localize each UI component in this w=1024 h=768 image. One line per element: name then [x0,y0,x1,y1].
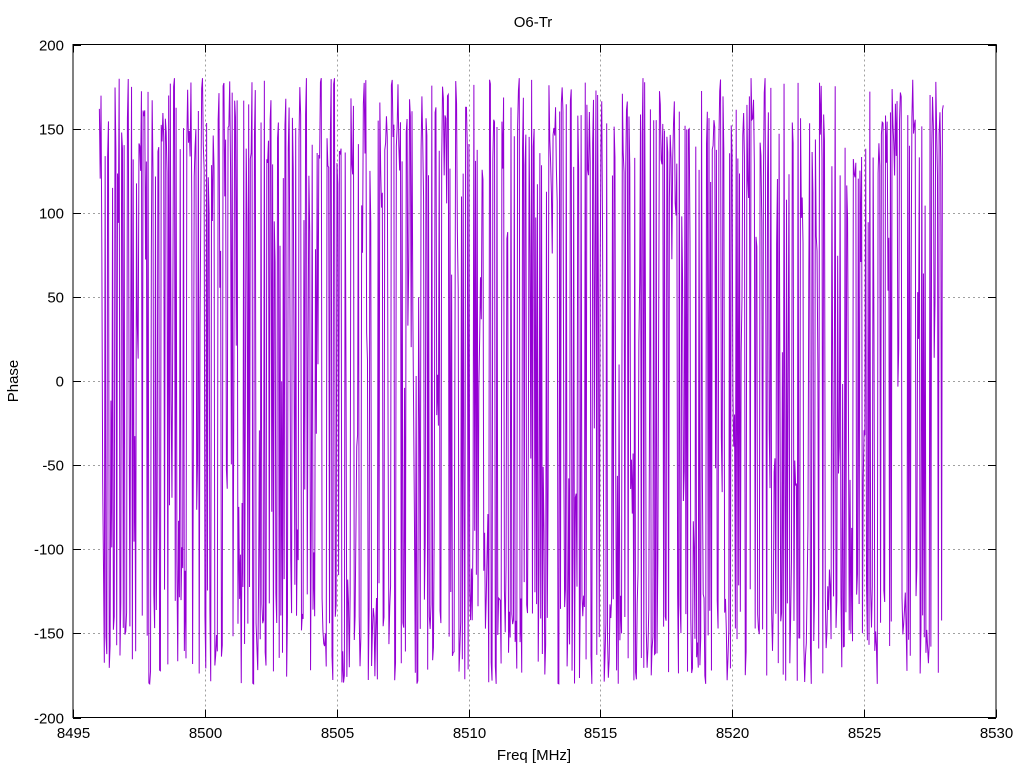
y-tick-label: 0 [56,374,64,391]
y-tick-label: 200 [39,38,64,55]
phase-line [98,78,944,685]
x-tick-label: 8510 [453,725,486,742]
x-tick-label: 8495 [57,725,90,742]
chart-title: O6-Tr [514,14,553,31]
y-tick-label: 100 [39,206,64,223]
x-tick-label: 8505 [321,725,354,742]
x-tick-label: 8520 [716,725,749,742]
y-tick-label: 50 [47,290,64,307]
x-tick-label: 8530 [980,725,1013,742]
y-tick-labels: -200 -150 -100 -50 0 50 100 150 200 [34,38,64,728]
x-tick-label: 8500 [189,725,222,742]
y-tick-label: 150 [39,122,64,139]
x-tick-labels: 8495 8500 8505 8510 8515 8520 8525 8530 [57,725,1013,742]
y-tick-label: -100 [34,542,64,559]
phase-series [98,78,944,685]
y-tick-label: -50 [42,458,64,475]
y-tick-label: -200 [34,711,64,728]
x-tick-label: 8515 [584,725,617,742]
y-axis-label: Phase [5,360,22,403]
axis-ticks [73,44,997,719]
x-axis-label: Freq [MHz] [497,747,571,764]
x-tick-label: 8525 [848,725,881,742]
y-tick-label: -150 [34,626,64,643]
